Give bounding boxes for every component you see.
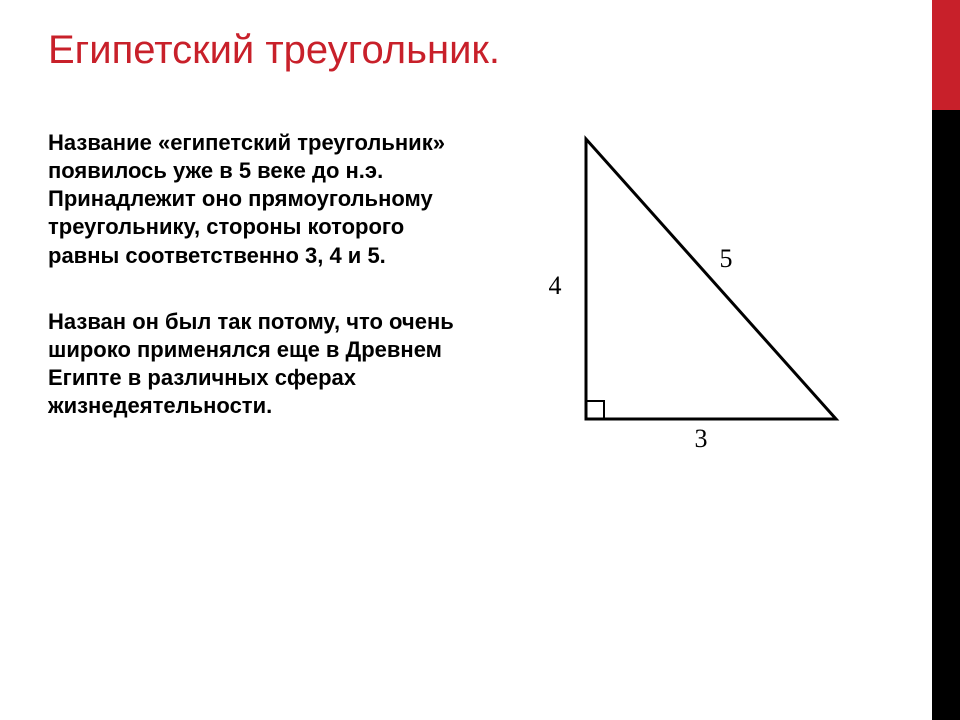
figure-column: 4 5 3 [482,129,900,469]
triangle-shape [586,139,836,419]
sidebar-accent-red [932,0,960,110]
paragraph-1: Название «египетский треугольник» появил… [48,129,458,270]
paragraph-2: Назван он был так потому, что очень широ… [48,308,458,421]
body-row: Название «египетский треугольник» появил… [48,129,900,469]
side-label-vertical: 4 [549,271,562,300]
side-label-base: 3 [695,424,708,453]
slide-title: Египетский треугольник. [48,28,900,73]
triangle-diagram: 4 5 3 [491,129,891,469]
slide-content: Египетский треугольник. Название «египет… [0,0,960,509]
text-column: Название «египетский треугольник» появил… [48,129,458,458]
right-angle-marker [586,401,604,419]
side-label-hypotenuse: 5 [720,244,733,273]
